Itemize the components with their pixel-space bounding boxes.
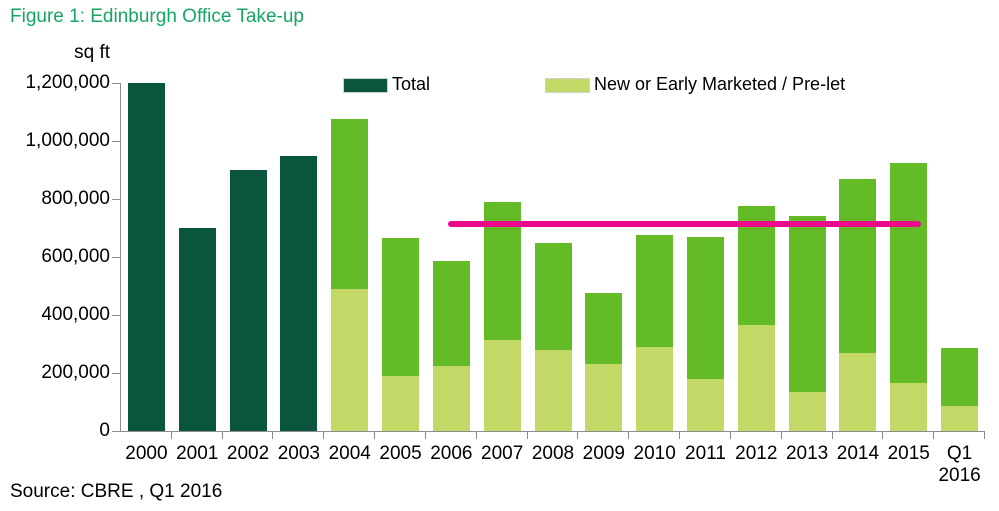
x-label-2012: 2012 bbox=[735, 443, 778, 464]
bar-rest-q1-2016 bbox=[941, 348, 979, 407]
bar-prelet-2015 bbox=[890, 383, 928, 431]
x-label-2015: 2015 bbox=[887, 443, 930, 464]
bar-prelet-2010 bbox=[636, 346, 674, 431]
y-tick-400-000 bbox=[112, 315, 120, 316]
y-tick-label-800-000: 800,000 bbox=[41, 188, 110, 209]
bar-prelet-2011 bbox=[686, 378, 724, 431]
x-tick-16 bbox=[933, 432, 935, 439]
y-tick-1-000-000 bbox=[112, 141, 120, 142]
x-label-2011: 2011 bbox=[685, 443, 726, 464]
y-tick-600-000 bbox=[112, 257, 120, 258]
x-label-2003: 2003 bbox=[277, 443, 321, 464]
x-label-2005: 2005 bbox=[379, 443, 422, 464]
bar-prelet-2007 bbox=[483, 339, 521, 431]
bar-prelet-2009 bbox=[585, 364, 623, 431]
x-label-2000: 2000 bbox=[125, 443, 168, 464]
bar-prelet-2005 bbox=[382, 375, 420, 431]
bar-prelet-q1-2016 bbox=[941, 406, 979, 431]
bar-rest-2009 bbox=[585, 293, 623, 365]
y-axis-line bbox=[120, 83, 121, 431]
y-tick-label-0: 0 bbox=[99, 420, 110, 441]
x-tick-7 bbox=[475, 432, 477, 439]
bar-total-2002 bbox=[229, 170, 267, 431]
bar-rest-2010 bbox=[636, 235, 674, 347]
y-tick-1-200-000 bbox=[112, 83, 120, 84]
bar-prelet-2014 bbox=[839, 352, 877, 431]
x-tick-17 bbox=[984, 432, 985, 439]
x-tick-14 bbox=[831, 432, 833, 439]
x-tick-6 bbox=[424, 432, 426, 439]
bar-total-2003 bbox=[280, 155, 318, 431]
x-tick-8 bbox=[526, 432, 528, 439]
x-tick-4 bbox=[323, 432, 325, 439]
bar-rest-2008 bbox=[534, 242, 572, 350]
bar-rest-2014 bbox=[839, 178, 877, 353]
x-tick-11 bbox=[679, 432, 681, 439]
x-tick-2 bbox=[221, 432, 223, 439]
y-tick-label-200-000: 200,000 bbox=[41, 362, 110, 383]
bar-rest-2005 bbox=[382, 238, 420, 376]
bar-prelet-2012 bbox=[737, 325, 775, 431]
x-axis-line bbox=[120, 431, 985, 432]
bar-rest-2013 bbox=[788, 216, 826, 392]
bar-rest-2015 bbox=[890, 162, 928, 384]
bar-rest-2011 bbox=[686, 236, 724, 379]
y-tick-label-1-200-000: 1,200,000 bbox=[25, 72, 110, 93]
x-label-2010: 2010 bbox=[633, 443, 676, 464]
x-tick-13 bbox=[780, 432, 782, 439]
bar-prelet-2004 bbox=[331, 288, 369, 431]
bar-total-2000 bbox=[127, 83, 165, 431]
y-tick-0 bbox=[112, 431, 120, 432]
x-tick-15 bbox=[882, 432, 884, 439]
x-tick-1 bbox=[170, 432, 172, 439]
x-label-2013: 2013 bbox=[785, 443, 829, 464]
bar-prelet-2013 bbox=[788, 391, 826, 431]
x-label-2001: 2001 bbox=[176, 443, 219, 464]
bar-prelet-2006 bbox=[432, 365, 470, 431]
y-tick-200-000 bbox=[112, 373, 120, 374]
legend-total-label: Total bbox=[392, 74, 431, 94]
bar-rest-2006 bbox=[432, 261, 470, 366]
x-tick-3 bbox=[272, 432, 274, 439]
source-note: Source: CBRE , Q1 2016 bbox=[10, 481, 223, 502]
legend-prelet-label: New or Early Marketed / Pre-let bbox=[594, 74, 846, 94]
x-label-2007: 2007 bbox=[481, 443, 524, 464]
legend-total-swatch bbox=[343, 78, 388, 93]
x-tick-5 bbox=[374, 432, 376, 439]
x-label-2004: 2004 bbox=[328, 443, 371, 464]
x-label-q1-2016: Q1 2016 bbox=[938, 443, 981, 486]
x-tick-12 bbox=[729, 432, 731, 439]
y-tick-label-600-000: 600,000 bbox=[41, 246, 110, 267]
average-line bbox=[448, 220, 921, 227]
chart-title: Figure 1: Edinburgh Office Take-up bbox=[10, 6, 304, 27]
x-tick-10 bbox=[628, 432, 630, 439]
x-label-2008: 2008 bbox=[531, 443, 575, 464]
bar-prelet-2008 bbox=[534, 349, 572, 431]
x-label-2014: 2014 bbox=[836, 443, 880, 464]
x-label-2009: 2009 bbox=[582, 443, 625, 464]
bar-total-2001 bbox=[178, 228, 216, 431]
y-axis-unit-label: sq ft bbox=[74, 42, 110, 63]
y-tick-label-400-000: 400,000 bbox=[41, 304, 110, 325]
x-label-2002: 2002 bbox=[226, 443, 270, 464]
x-tick-9 bbox=[577, 432, 579, 439]
bar-rest-2004 bbox=[331, 119, 369, 289]
y-tick-800-000 bbox=[112, 199, 120, 200]
x-label-2006: 2006 bbox=[430, 443, 473, 464]
legend-prelet-swatch bbox=[545, 78, 590, 93]
y-tick-label-1-000-000: 1,000,000 bbox=[25, 130, 110, 151]
